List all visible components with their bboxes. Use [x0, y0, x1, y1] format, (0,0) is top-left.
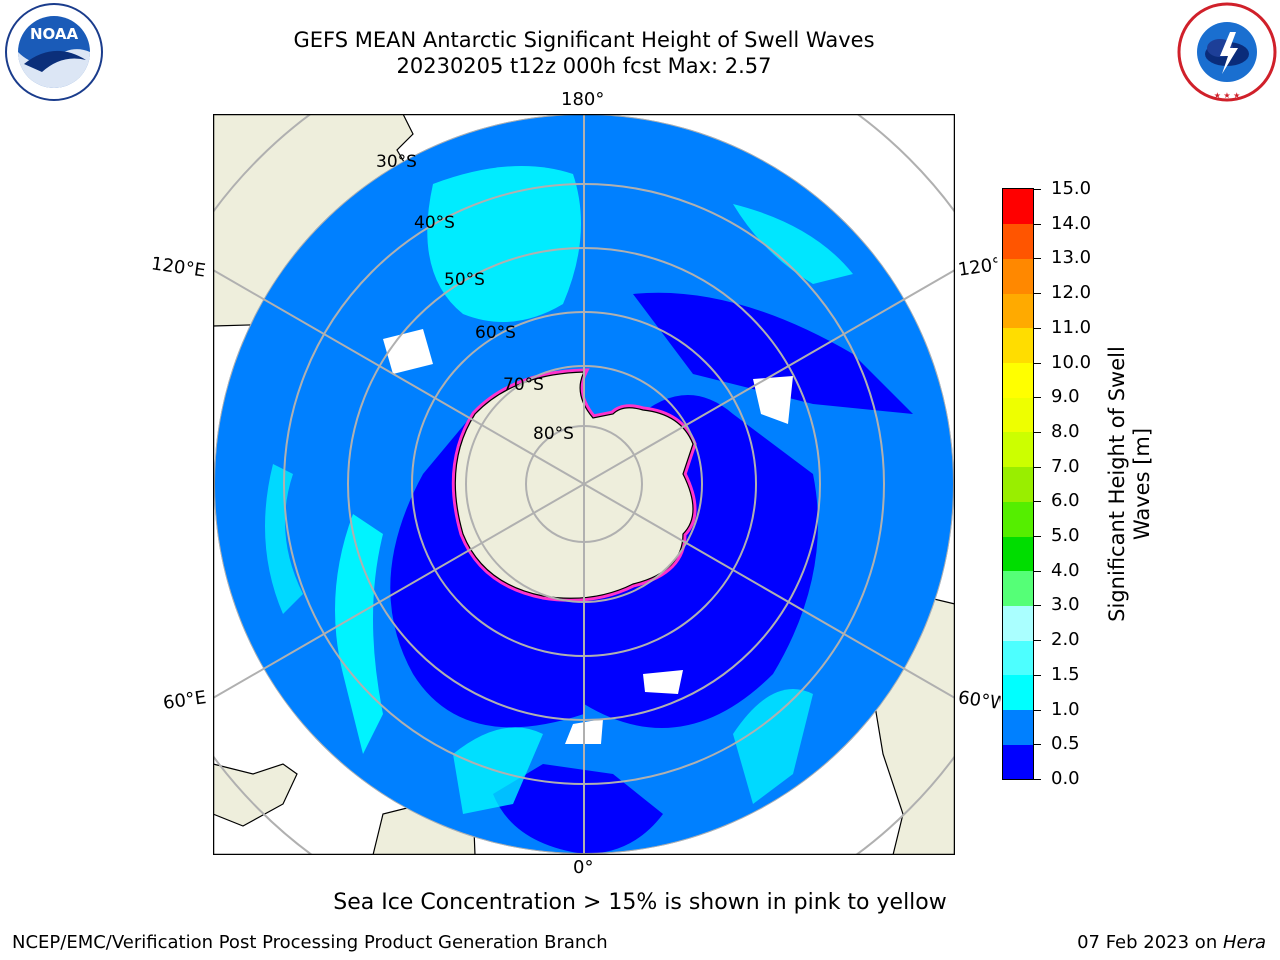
- colorbar-tick: [1034, 362, 1041, 364]
- lat-label-30s: 30°S: [376, 152, 417, 172]
- colorbar-segment: [1003, 258, 1033, 294]
- colorbar-tick-label: 5.0: [1051, 525, 1080, 547]
- colorbar-tick-label: 6.0: [1051, 490, 1080, 512]
- colorbar-tick: [1034, 744, 1041, 746]
- colorbar-tick-label: 1.5: [1051, 663, 1080, 685]
- colorbar-tick: [1034, 779, 1041, 780]
- colorbar-tick-label: 8.0: [1051, 420, 1080, 442]
- colorbar-segment: [1003, 431, 1033, 468]
- colorbar-tick-label: 9.0: [1051, 386, 1080, 408]
- colorbar-tick: [1034, 501, 1041, 503]
- footer-date: 07 Feb 2023 on Hera: [1077, 932, 1266, 953]
- lat-label-80s: 80°S: [533, 424, 574, 444]
- colorbar-tick-label: 0.5: [1051, 733, 1080, 755]
- colorbar-tick: [1034, 189, 1041, 190]
- svg-text:★ ★ ★: ★ ★ ★: [1214, 91, 1241, 100]
- colorbar-segment: [1003, 223, 1033, 259]
- lon-label-120e: 120°E: [149, 253, 207, 282]
- colorbar-tick: [1034, 327, 1041, 329]
- colorbar-tick: [1034, 674, 1041, 676]
- colorbar-tick-label: 2.0: [1051, 629, 1080, 651]
- polar-map: [213, 114, 955, 855]
- colorbar-tick-label: 3.0: [1051, 594, 1080, 616]
- footer-date-text: 07 Feb 2023 on: [1077, 932, 1223, 953]
- colorbar-tick: [1034, 397, 1041, 399]
- colorbar-tick: [1034, 570, 1041, 572]
- lat-label-60s: 60°S: [475, 323, 516, 343]
- noaa-logo-icon: NOAA: [5, 3, 103, 101]
- colorbar-segment: [1003, 362, 1033, 398]
- map-subtitle: 20230205 t12z 000h fcst Max: 2.57: [396, 54, 772, 78]
- lon-label-0: 0°: [573, 857, 594, 878]
- sea-ice-caption: Sea Ice Concentration > 15% is shown in …: [333, 890, 947, 915]
- colorbar-tick-label: 13.0: [1051, 247, 1092, 269]
- colorbar-tick-label: 12.0: [1051, 282, 1092, 304]
- colorbar-tick: [1034, 605, 1041, 607]
- colorbar-tick: [1034, 709, 1041, 711]
- colorbar-segment: [1003, 466, 1033, 502]
- colorbar: [1002, 188, 1034, 780]
- colorbar-segment: [1003, 570, 1033, 606]
- colorbar-tick-label: 14.0: [1051, 212, 1092, 234]
- colorbar-tick-label: 0.0: [1051, 768, 1080, 789]
- colorbar-label: Significant Height of Swell Waves [m]: [1105, 346, 1154, 622]
- colorbar-segment: [1003, 189, 1033, 225]
- colorbar-tick: [1034, 293, 1041, 295]
- colorbar-tick-label: 10.0: [1051, 351, 1092, 373]
- colorbar-tick-label: 11.0: [1051, 316, 1092, 338]
- colorbar-segment: [1003, 501, 1033, 537]
- colorbar-segment: [1003, 744, 1033, 780]
- lon-label-60w: 60°W: [956, 687, 1002, 714]
- noaa-logo-text: NOAA: [30, 25, 79, 43]
- lon-label-60e: 60°E: [161, 687, 208, 714]
- colorbar-segment: [1003, 674, 1033, 711]
- nws-logo-icon: ★ ★ ★: [1177, 2, 1277, 102]
- colorbar-tick: [1034, 258, 1041, 260]
- colorbar-tick-label: 1.0: [1051, 698, 1080, 720]
- lon-label-120w: 120°W: [956, 254, 1000, 281]
- colorbar-tick-label: 15.0: [1051, 178, 1092, 199]
- colorbar-tick: [1034, 640, 1041, 642]
- colorbar-segment: [1003, 709, 1033, 745]
- colorbar-tick: [1034, 466, 1041, 468]
- lat-label-70s: 70°S: [503, 375, 544, 395]
- colorbar-segment: [1003, 640, 1033, 676]
- meridian-lines: [213, 114, 955, 855]
- colorbar-tick: [1034, 223, 1041, 225]
- map-title: GEFS MEAN Antarctic Significant Height o…: [293, 28, 875, 52]
- colorbar-segment: [1003, 536, 1033, 572]
- colorbar-tick-label: 7.0: [1051, 455, 1080, 477]
- lat-label-40s: 40°S: [414, 213, 455, 233]
- lon-label-180: 180°: [561, 89, 605, 110]
- colorbar-segment: [1003, 397, 1033, 433]
- colorbar-tick: [1034, 431, 1041, 433]
- colorbar-segment: [1003, 327, 1033, 364]
- colorbar-tick-label: 4.0: [1051, 559, 1080, 581]
- footer-credit: NCEP/EMC/Verification Post Processing Pr…: [12, 932, 608, 953]
- lat-label-50s: 50°S: [444, 270, 485, 290]
- colorbar-tick: [1034, 536, 1041, 538]
- footer-machine: Hera: [1222, 932, 1266, 953]
- colorbar-segment: [1003, 293, 1033, 329]
- colorbar-segment: [1003, 605, 1033, 641]
